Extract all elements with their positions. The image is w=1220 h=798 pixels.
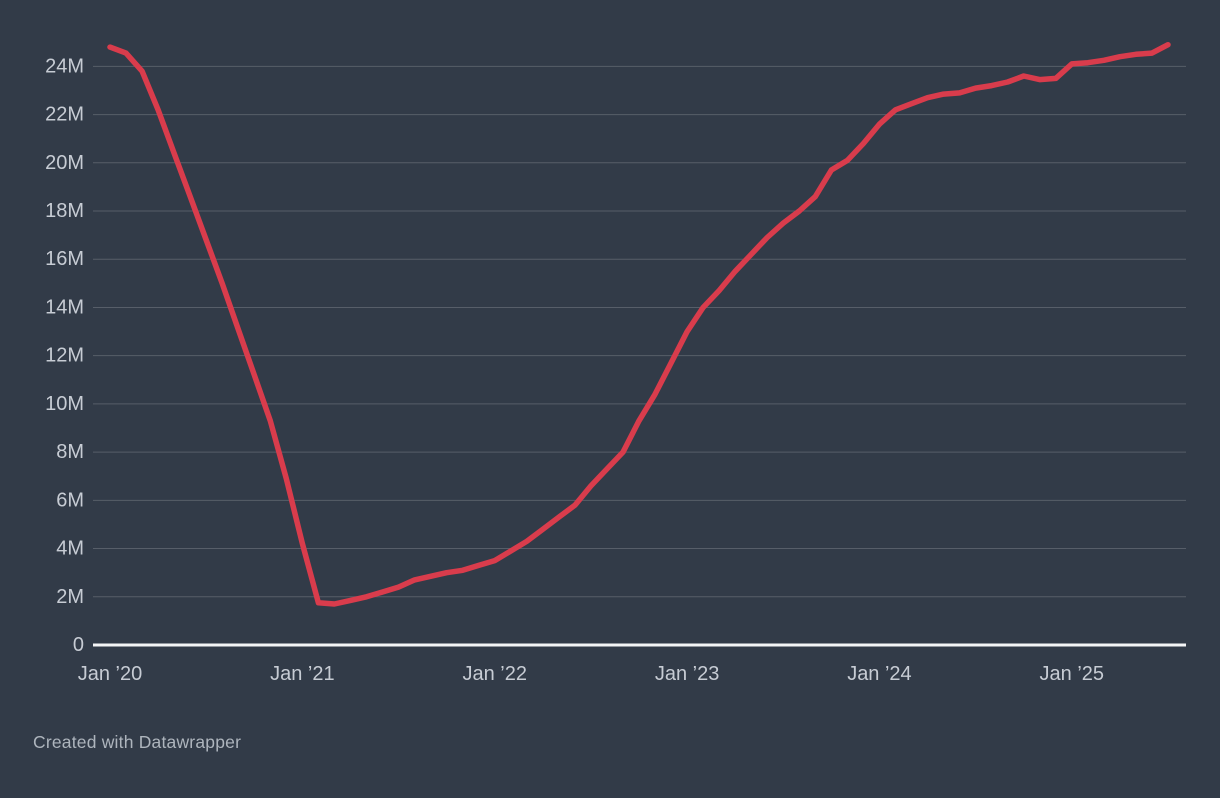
y-axis-label: 24M (45, 55, 84, 77)
x-axis-label: Jan ’20 (78, 663, 143, 685)
x-axis-label: Jan ’23 (655, 663, 720, 685)
y-axis-label: 8M (56, 441, 84, 463)
y-axis-label: 4M (56, 538, 84, 560)
x-axis-label: Jan ’25 (1040, 663, 1105, 685)
y-axis-label: 18M (45, 200, 84, 222)
datawrapper-credit: Created with Datawrapper (33, 732, 242, 752)
y-axis-label: 2M (56, 586, 84, 608)
y-axis-label: 10M (45, 393, 84, 415)
y-axis-label: 0 (73, 634, 84, 656)
y-axis-label: 14M (45, 296, 84, 318)
x-axis-label: Jan ’21 (270, 663, 335, 685)
x-axis-label: Jan ’24 (847, 663, 912, 685)
data-series-line (107, 41, 1171, 607)
y-axis-label: 12M (45, 345, 84, 367)
x-axis-label: Jan ’22 (462, 663, 527, 685)
y-axis-label: 20M (45, 152, 84, 174)
y-axis-label: 16M (45, 248, 84, 270)
y-axis-label: 22M (45, 104, 84, 126)
y-axis-label: 6M (56, 489, 84, 511)
